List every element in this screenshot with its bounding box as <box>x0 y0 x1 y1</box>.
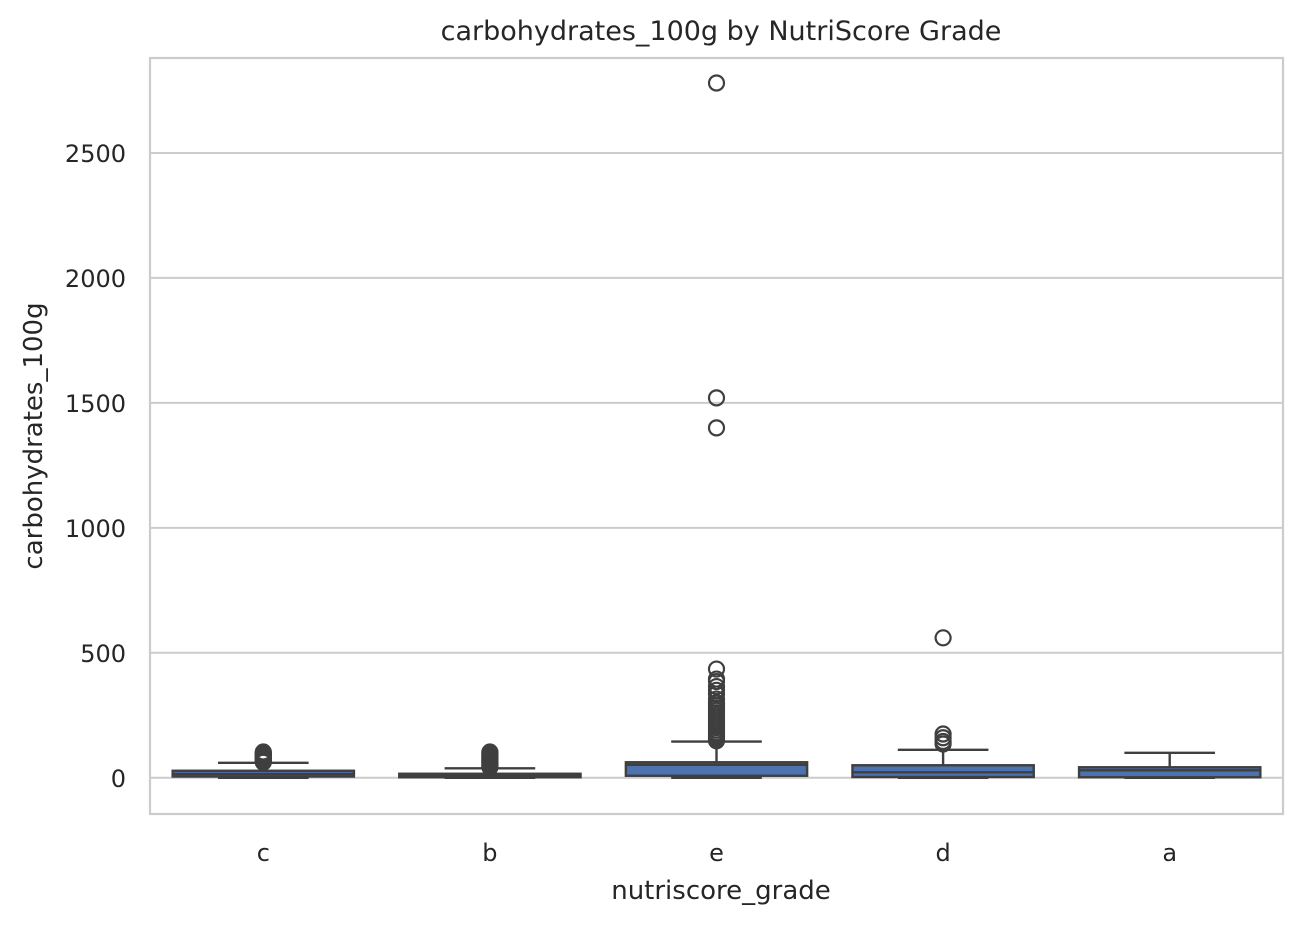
x-axis-label: nutriscore_grade <box>611 876 831 906</box>
flier-b-14 <box>481 743 499 761</box>
flier-d-3 <box>934 725 952 743</box>
y-tick-label-2500: 2500 <box>65 140 126 168</box>
x-tick-label-a: a <box>1162 839 1177 867</box>
plot-frame <box>148 56 1285 816</box>
flier-e-25 <box>707 419 726 437</box>
flier-e-23 <box>707 670 726 688</box>
chart-title: carbohydrates_100g by NutriScore Grade <box>441 16 1002 47</box>
x-tick-label-d: d <box>935 839 950 867</box>
box-group-a <box>1077 751 1262 779</box>
flier-c-13 <box>254 743 272 761</box>
box-a <box>1077 766 1262 779</box>
box-group-d <box>851 629 1035 779</box>
y-tick-label-0: 0 <box>111 765 126 793</box>
y-axis-label: carbohydrates_100g <box>19 302 49 569</box>
flier-e-21 <box>707 677 726 696</box>
y-tick-label-1000: 1000 <box>65 515 126 543</box>
flier-e-27 <box>707 74 726 92</box>
x-tick-label-e: e <box>709 839 724 867</box>
flier-e-26 <box>707 389 726 407</box>
y-tick-label-2000: 2000 <box>65 265 126 293</box>
box-group-c <box>171 743 356 779</box>
x-tick-label-b: b <box>482 839 497 867</box>
flier-e-24 <box>707 660 726 678</box>
box-layer <box>171 74 1262 779</box>
flier-e-18 <box>707 690 726 708</box>
box-group-e <box>624 74 809 779</box>
y-tick-label-500: 500 <box>80 640 126 668</box>
flier-d-4 <box>934 629 952 647</box>
tick-layer: 0 500 1000 1500 2000 2500 c b e d a <box>65 140 1177 867</box>
y-tick-label-1500: 1500 <box>65 390 126 418</box>
x-tick-label-c: c <box>257 839 270 867</box>
box-group-b <box>398 743 582 779</box>
